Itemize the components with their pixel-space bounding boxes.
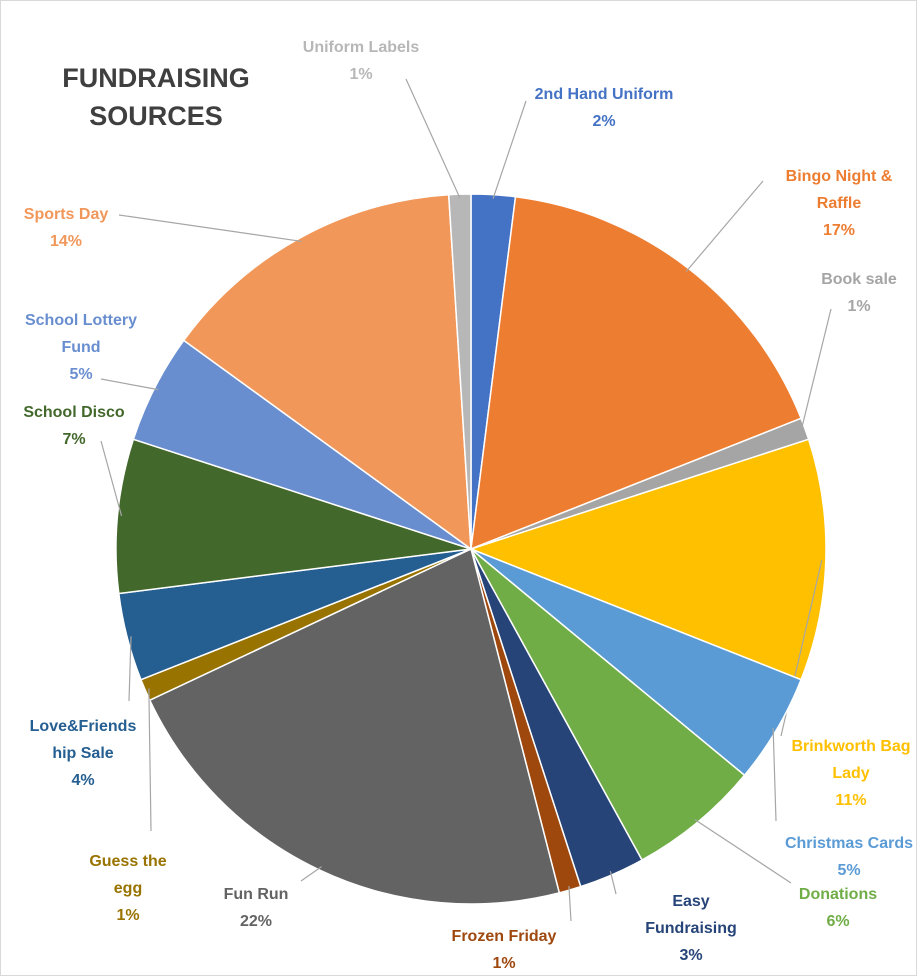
category-label: Uniform Labels	[302, 39, 420, 56]
value-label: 1%	[116, 907, 140, 924]
data-label: Uniform Labels 1%	[281, 34, 441, 88]
data-label: Book sale 1%	[809, 266, 909, 320]
category-label: Frozen Friday	[451, 928, 557, 945]
value-label: 6%	[826, 913, 850, 930]
value-label: 14%	[49, 233, 83, 250]
data-label: 2nd Hand Uniform 2%	[514, 81, 694, 135]
pie-slice	[182, 193, 472, 551]
chart-title: FUNDRAISING SOURCES	[62, 63, 250, 131]
category-label: Sports Day	[23, 206, 109, 223]
data-label: School Lottery Fund 5%	[16, 307, 146, 388]
category-label: Christmas Cards	[784, 835, 914, 852]
data-label: Love&Friendship Sale 4%	[28, 713, 138, 794]
pie-slice	[115, 438, 472, 595]
value-label: 7%	[62, 431, 86, 448]
leader-line	[694, 818, 792, 884]
category-label: Easy Fundraising	[645, 893, 737, 937]
value-label: 4%	[71, 772, 95, 789]
leader-line	[100, 378, 159, 391]
value-label: 5%	[837, 862, 861, 879]
category-label: Donations	[798, 886, 878, 903]
category-label: School Disco	[23, 404, 125, 421]
leader-line	[300, 866, 322, 882]
value-label: 1%	[847, 298, 871, 315]
leader-line	[609, 870, 617, 895]
leader-line	[772, 727, 777, 822]
data-label: Fun Run 22%	[206, 881, 306, 935]
value-label: 11%	[835, 792, 867, 809]
leader-line	[685, 180, 764, 273]
leader-line	[128, 636, 132, 702]
leader-line	[100, 440, 123, 517]
leader-line	[800, 308, 832, 431]
leader-line	[118, 214, 302, 243]
value-label: 5%	[69, 366, 93, 383]
category-label: Guess the egg	[89, 853, 167, 897]
category-label: Bingo Night & Raffle	[785, 168, 893, 212]
data-label: Bingo Night & Raffle 17%	[779, 163, 899, 244]
data-label: Guess the egg 1%	[83, 848, 173, 929]
data-label: Sports Day 14%	[6, 201, 126, 255]
value-label: 3%	[679, 947, 703, 964]
data-label: Frozen Friday 1%	[434, 923, 574, 975]
pie-slice	[470, 548, 746, 862]
leader-line	[148, 688, 152, 832]
pie-slice	[148, 547, 561, 905]
data-label: Brinkworth Bag Lady 11%	[776, 733, 916, 814]
leader-line	[568, 886, 572, 922]
leader-line	[405, 78, 461, 199]
value-label: 22%	[239, 913, 273, 930]
category-label: Love&Friendship Sale	[29, 718, 137, 762]
data-label: Donations 6%	[778, 881, 898, 935]
category-label: 2nd Hand Uniform	[534, 86, 674, 103]
value-label: 1%	[492, 955, 516, 972]
pie-slice	[468, 438, 827, 681]
value-label: 17%	[822, 222, 856, 239]
data-label: Christmas Cards 5%	[764, 830, 916, 884]
data-label: School Disco 7%	[14, 399, 134, 453]
category-label: Fun Run	[223, 886, 289, 903]
pie-slice	[447, 193, 472, 550]
value-label: 1%	[349, 66, 373, 83]
category-label: Brinkworth Bag Lady	[791, 738, 911, 782]
category-label: School Lottery Fund	[24, 312, 137, 356]
leader-line	[492, 100, 527, 199]
data-label: Easy Fundraising 3%	[631, 888, 751, 969]
value-label: 2%	[592, 113, 616, 130]
category-label: Book sale	[821, 271, 897, 288]
